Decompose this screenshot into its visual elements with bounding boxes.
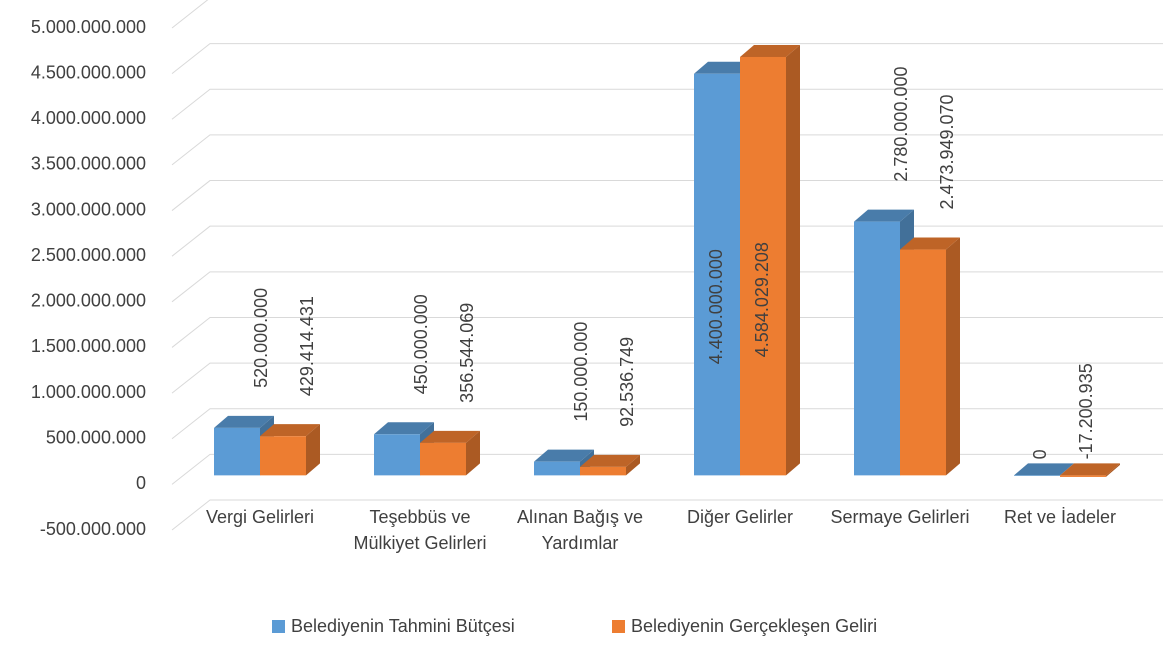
bar-side (946, 238, 960, 476)
y-tick-label: 4.500.000.000 (31, 62, 146, 82)
grid-line (172, 89, 1163, 119)
value-label: 450.000.000 (411, 294, 431, 394)
value-label: 92.536.749 (617, 337, 637, 427)
y-tick-label: -500.000.000 (40, 519, 146, 539)
bar (374, 434, 420, 475)
bar (420, 443, 466, 476)
legend-swatch (272, 620, 285, 633)
y-tick-label: 0 (136, 473, 146, 493)
x-tick-label: Vergi Gelirleri (185, 504, 335, 530)
x-tick-label: Teşebbüs ve Mülkiyet Gelirleri (345, 504, 495, 556)
y-tick-label: 5.000.000.000 (31, 17, 146, 37)
grid-line (172, 409, 1163, 439)
bar (854, 222, 900, 476)
x-tick-label: Diğer Gelirler (665, 504, 815, 530)
legend-label: Belediyenin Tahmini Bütçesi (291, 616, 515, 637)
grid-line (172, 226, 1163, 256)
grid-line (172, 272, 1163, 302)
bar-side (786, 45, 800, 475)
y-tick-label: 3.500.000.000 (31, 154, 146, 174)
grid-line (172, 317, 1163, 347)
y-tick-label: 500.000.000 (46, 427, 146, 447)
y-tick-label: 1.500.000.000 (31, 336, 146, 356)
legend-label: Belediyenin Gerçekleşen Geliri (631, 616, 877, 637)
bar (580, 467, 626, 475)
value-label: 429.414.431 (297, 296, 317, 396)
x-tick-label: Ret ve İadeler (985, 504, 1135, 530)
value-label: 4.400.000.000 (706, 249, 726, 364)
value-label: 520.000.000 (251, 288, 271, 388)
y-tick-label: 3.000.000.000 (31, 199, 146, 219)
legend-swatch (612, 620, 625, 633)
chart: -500.000.000 0 500.000.000 1.000.000.000 1.5… (0, 0, 1163, 645)
y-tick-label: 1.000.000.000 (31, 382, 146, 402)
grid-line (172, 44, 1163, 74)
bar (214, 428, 260, 475)
grid-line (172, 454, 1163, 484)
grid-line (172, 181, 1163, 211)
y-tick-label: 4.000.000.000 (31, 108, 146, 128)
value-label: -17.200.935 (1076, 363, 1096, 459)
value-label: 4.584.029.208 (752, 242, 772, 357)
value-label: 2.473.949.070 (937, 94, 957, 209)
bar (1060, 475, 1106, 477)
legend-item: Belediyenin Tahmini Bütçesi (272, 616, 515, 637)
bar (1014, 475, 1060, 476)
grid-line (172, 0, 1163, 28)
value-label: 150.000.000 (571, 322, 591, 422)
bar (900, 250, 946, 476)
y-tick-label: 2.500.000.000 (31, 245, 146, 265)
grid-line (172, 135, 1163, 165)
bar (534, 462, 580, 476)
bar (260, 436, 306, 475)
legend-item: Belediyenin Gerçekleşen Geliri (612, 616, 877, 637)
grid-line (172, 363, 1163, 393)
value-label: 0 (1030, 449, 1050, 459)
x-tick-label: Sermaye Gelirleri (825, 504, 975, 530)
value-label: 356.544.069 (457, 303, 477, 403)
x-tick-label: Alınan Bağış ve Yardımlar (505, 504, 655, 556)
y-tick-label: 2.000.000.000 (31, 291, 146, 311)
value-label: 2.780.000.000 (891, 67, 911, 182)
